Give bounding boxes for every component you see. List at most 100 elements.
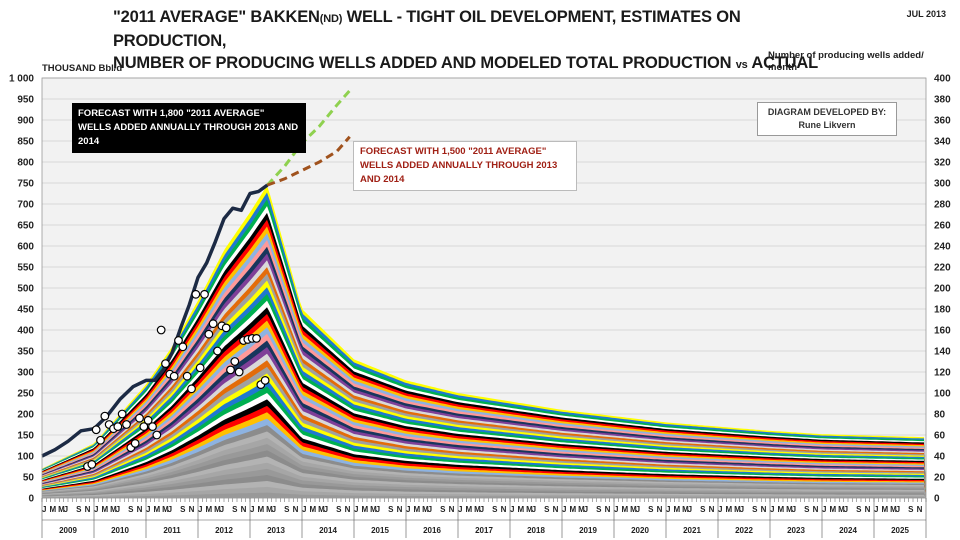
month-tick-label: S <box>388 505 394 514</box>
month-tick-label: M <box>205 505 212 514</box>
plot-frame <box>41 77 927 499</box>
y-tick-label: 550 <box>17 263 34 274</box>
y-tick-label: 600 <box>17 242 34 253</box>
month-tick-label: N <box>85 505 91 514</box>
wells-added-point <box>100 411 110 421</box>
month-tick-label: J <box>198 505 202 514</box>
month-tick-label: S <box>336 505 342 514</box>
y2-tick-label: 240 <box>934 242 951 253</box>
wells-added-point <box>260 376 270 385</box>
wells-added-point <box>156 325 166 335</box>
y2-tick-label: 80 <box>934 410 946 421</box>
month-tick-label: J <box>584 505 588 514</box>
forecast-1500-line <box>266 135 351 187</box>
month-tick-label: N <box>553 505 559 514</box>
credit-line2: Rune Likvern <box>798 120 856 130</box>
y-tick-label: 250 <box>17 389 34 400</box>
month-tick-label: M <box>673 505 680 514</box>
month-tick-label: J <box>666 505 670 514</box>
production-band <box>42 492 926 498</box>
month-tick-label: M <box>110 505 117 514</box>
month-tick-label: J <box>510 505 514 514</box>
wells-added-point <box>139 422 149 432</box>
wells-added-point <box>226 365 235 375</box>
wells-added-point <box>200 289 209 299</box>
y-tick-label: 200 <box>17 410 34 421</box>
year-label: 2015 <box>371 526 389 535</box>
month-tick-label: M <box>318 505 325 514</box>
month-tick-label: J <box>458 505 462 514</box>
year-label: 2016 <box>423 526 441 535</box>
month-tick-label: N <box>501 505 507 514</box>
year-label: 2025 <box>891 526 909 535</box>
year-label: 2017 <box>475 526 493 535</box>
month-tick-label: M <box>526 505 533 514</box>
year-label: 2010 <box>111 526 129 535</box>
month-tick-label: J <box>354 505 358 514</box>
y2-tick-label: 200 <box>934 284 951 295</box>
year-label: 2023 <box>787 526 805 535</box>
year-label: 2020 <box>631 526 649 535</box>
y2-tick-label: 400 <box>934 74 951 85</box>
month-tick-label: M <box>257 505 264 514</box>
y2-tick-label: 260 <box>934 221 951 232</box>
month-tick-label: M <box>413 505 420 514</box>
wells-added-point <box>191 289 201 299</box>
month-tick-label: J <box>480 505 484 514</box>
month-tick-label: S <box>232 505 238 514</box>
month-tick-label: M <box>214 505 221 514</box>
month-tick-label: J <box>874 505 878 514</box>
y2-tick-label: 320 <box>934 158 951 169</box>
month-tick-label: J <box>146 505 150 514</box>
y2-tick-label: 0 <box>934 494 940 505</box>
y2-axis-label: Number of producing wells added/ month <box>768 50 924 73</box>
year-label: 2014 <box>319 526 337 535</box>
y-tick-label: 650 <box>17 221 34 232</box>
month-tick-label: N <box>865 505 871 514</box>
month-tick-label: J <box>302 505 306 514</box>
y2-tick-label: 160 <box>934 326 951 337</box>
year-label: 2019 <box>579 526 597 535</box>
month-tick-label: J <box>428 505 432 514</box>
year-label: 2024 <box>839 526 857 535</box>
month-tick-label: N <box>449 505 455 514</box>
y2-tick-label: 140 <box>934 347 951 358</box>
month-tick-label: J <box>116 505 120 514</box>
month-tick-label: N <box>345 505 351 514</box>
wells-added-point <box>130 439 140 448</box>
y-tick-label: 350 <box>17 347 34 358</box>
credit-box: DIAGRAM DEVELOPED BY: Rune Likvern <box>757 102 897 136</box>
month-tick-label: J <box>688 505 692 514</box>
month-tick-label: M <box>881 505 888 514</box>
month-tick-label: S <box>752 505 758 514</box>
month-tick-label: J <box>94 505 98 514</box>
month-tick-label: N <box>241 505 247 514</box>
y-tick-label: 50 <box>23 473 35 484</box>
month-tick-label: M <box>777 505 784 514</box>
month-tick-label: M <box>153 505 160 514</box>
y2-tick-label: 220 <box>934 263 951 274</box>
month-tick-label: J <box>844 505 848 514</box>
year-label: 2018 <box>527 526 545 535</box>
chart-title: "2011 AVERAGE" BAKKEN(ND) WELL - TIGHT O… <box>113 8 818 72</box>
year-label: 2013 <box>267 526 285 535</box>
wells-added-point <box>230 357 240 366</box>
y2-tick-label: 180 <box>934 305 951 316</box>
wells-added-point <box>143 415 153 425</box>
month-tick-label: J <box>792 505 796 514</box>
month-tick-label: J <box>770 505 774 514</box>
y-tick-label: 300 <box>17 368 34 379</box>
y-axis-label: THOUSAND Bbl/d <box>42 63 123 74</box>
month-tick-label: M <box>578 505 585 514</box>
wells-added-point <box>152 430 162 440</box>
wells-added-point <box>182 371 192 381</box>
y-tick-label: 0 <box>28 494 34 505</box>
month-tick-label: M <box>370 505 377 514</box>
wells-added-point <box>208 319 218 329</box>
y-tick-label: 950 <box>17 95 34 106</box>
credit-line1: DIAGRAM DEVELOPED BY: <box>767 107 887 117</box>
month-tick-label: N <box>657 505 663 514</box>
month-tick-label: M <box>517 505 524 514</box>
month-tick-label: J <box>376 505 380 514</box>
